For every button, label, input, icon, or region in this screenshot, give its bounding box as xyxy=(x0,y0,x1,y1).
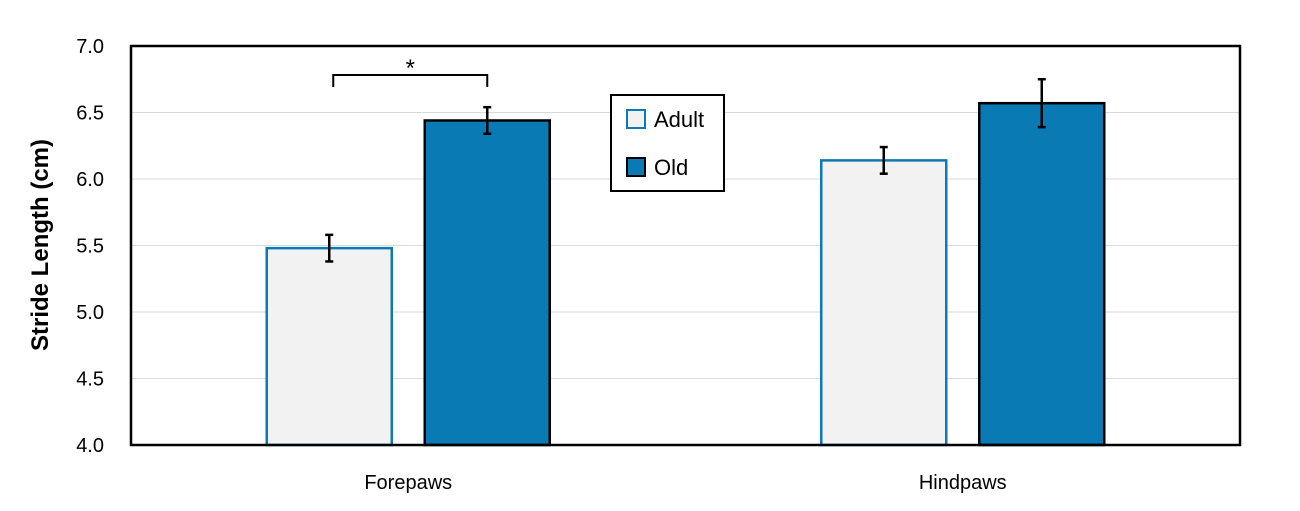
legend-label-old: Old xyxy=(654,155,688,180)
y-tick-label: 4.5 xyxy=(76,369,104,391)
significance-bracket xyxy=(332,74,489,87)
x-category-label: Hindpaws xyxy=(919,472,1007,494)
y-tick-label: 6.5 xyxy=(76,103,104,125)
error-bars xyxy=(325,78,1046,263)
significance-annotation: * xyxy=(332,55,489,87)
x-axis-categories: Forepaws Hindpaws xyxy=(364,472,1006,494)
y-axis-ticks: 4.0 4.5 5.0 5.5 6.0 6.5 7.0 xyxy=(76,36,104,457)
legend-swatch-old xyxy=(626,157,646,177)
y-tick-label: 7.0 xyxy=(76,36,104,58)
bars xyxy=(265,101,1106,447)
y-tick-label: 4.0 xyxy=(76,435,104,457)
legend-label-adult: Adult xyxy=(654,107,704,132)
error-bar xyxy=(483,105,492,136)
bar-old-forepaws xyxy=(423,119,551,447)
y-tick-label: 5.0 xyxy=(76,302,104,324)
x-category-label: Forepaws xyxy=(364,472,452,494)
y-tick-label: 5.5 xyxy=(76,236,104,258)
bar-adult-hindpaws xyxy=(820,159,948,447)
y-axis-title: Stride Length (cm) xyxy=(27,139,54,351)
error-bar xyxy=(879,145,888,175)
legend: Adult Old xyxy=(610,94,725,192)
legend-swatch-adult xyxy=(626,109,646,129)
y-tick-label: 6.0 xyxy=(76,169,104,191)
error-bar xyxy=(325,233,334,263)
bar-adult-forepaws xyxy=(265,246,393,447)
bar-old-hindpaws xyxy=(978,101,1106,447)
error-bar xyxy=(1037,78,1046,129)
significance-star: * xyxy=(406,55,415,82)
plot-frame xyxy=(129,44,1242,447)
